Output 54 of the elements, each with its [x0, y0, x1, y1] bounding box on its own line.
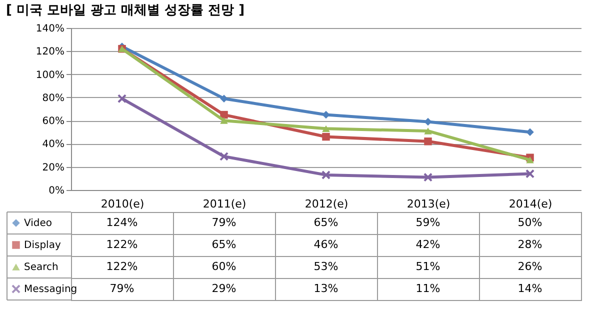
chart-title: [ 미국 모바일 광고 매체별 성장률 전망 ]: [6, 3, 245, 18]
point: [423, 172, 433, 182]
point: [220, 110, 228, 119]
x-tick-label: 2013(e): [406, 198, 450, 210]
point: [525, 169, 535, 178]
data-label: 65%: [314, 216, 338, 229]
y-tick-label: 20%: [42, 162, 64, 174]
data-label: 53%: [314, 260, 338, 273]
legend-label: Display: [24, 240, 61, 251]
point: [117, 94, 127, 104]
data-label: 28%: [518, 238, 542, 251]
point: [424, 128, 432, 134]
data-label: 60%: [212, 260, 236, 273]
x-tick-label: 2011(e): [202, 198, 246, 210]
legend-label: Video: [24, 218, 52, 229]
point: [322, 110, 330, 119]
x-tick-label: 2010(e): [100, 198, 144, 210]
y-tick-label: 60%: [42, 116, 64, 128]
point: [321, 170, 331, 180]
x-tick-label: 2014(e): [508, 198, 552, 210]
point: [424, 118, 432, 126]
data-label: 13%: [314, 282, 338, 295]
data-label: 122%: [106, 260, 138, 273]
data-label: 79%: [212, 216, 236, 229]
y-tick-label: 40%: [42, 139, 64, 150]
data-label: 79%: [110, 282, 134, 295]
point: [526, 156, 534, 164]
point: [219, 152, 229, 161]
data-label: 26%: [518, 260, 542, 273]
data-label: 11%: [416, 282, 440, 295]
point: [220, 94, 228, 102]
data-label: 50%: [518, 216, 542, 229]
y-tick-label: 120%: [36, 46, 64, 58]
data-label: 122%: [106, 238, 138, 251]
data-label: 29%: [212, 282, 236, 295]
legend-label: Messaging: [24, 284, 78, 295]
y-tick-label: 140%: [36, 24, 64, 34]
y-tick-label: 0%: [48, 186, 64, 196]
point: [220, 117, 228, 124]
data-label: 42%: [416, 238, 440, 251]
point: [322, 125, 330, 132]
y-tick-label: 100%: [36, 70, 64, 81]
data-label: 65%: [212, 238, 236, 251]
data-label: 14%: [518, 282, 542, 295]
x-tick-label: 2012(e): [304, 198, 348, 210]
data-label: 46%: [314, 238, 338, 251]
data-label: 59%: [416, 216, 440, 229]
legend-label: Search: [24, 262, 58, 273]
data-label: 124%: [106, 216, 138, 229]
point: [526, 128, 534, 136]
data-label: 51%: [416, 260, 440, 273]
y-tick-label: 80%: [42, 92, 64, 104]
point: [424, 138, 432, 146]
point: [322, 132, 330, 141]
